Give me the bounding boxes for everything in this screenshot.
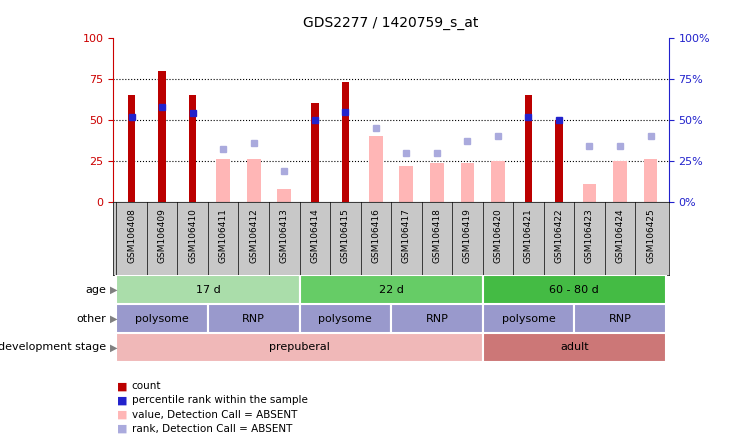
Text: GSM106425: GSM106425 xyxy=(646,208,655,263)
Text: GSM106417: GSM106417 xyxy=(402,208,411,263)
Text: polysome: polysome xyxy=(501,313,556,324)
Text: GSM106414: GSM106414 xyxy=(310,208,319,263)
Bar xyxy=(430,163,444,202)
Text: GSM106415: GSM106415 xyxy=(341,208,350,263)
Bar xyxy=(300,275,482,304)
Text: polysome: polysome xyxy=(135,313,189,324)
Text: value, Detection Call = ABSENT: value, Detection Call = ABSENT xyxy=(132,410,297,420)
Text: 22 d: 22 d xyxy=(379,285,404,295)
Bar xyxy=(341,82,349,202)
Bar xyxy=(116,304,208,333)
Bar xyxy=(556,120,563,202)
Bar xyxy=(159,71,166,202)
Bar xyxy=(369,136,383,202)
Bar xyxy=(613,161,627,202)
Bar xyxy=(482,275,666,304)
Text: polysome: polysome xyxy=(319,313,372,324)
Text: GSM106419: GSM106419 xyxy=(463,208,472,263)
Text: prepuberal: prepuberal xyxy=(269,342,330,353)
Text: GSM106408: GSM106408 xyxy=(127,208,136,263)
Bar xyxy=(300,304,391,333)
Text: GSM106412: GSM106412 xyxy=(249,208,258,263)
Bar xyxy=(208,304,300,333)
Text: RNP: RNP xyxy=(425,313,448,324)
Text: GSM106424: GSM106424 xyxy=(616,208,624,262)
Text: RNP: RNP xyxy=(242,313,265,324)
Bar xyxy=(482,333,666,362)
Bar xyxy=(644,159,657,202)
Text: GSM106421: GSM106421 xyxy=(524,208,533,263)
Text: GSM106411: GSM106411 xyxy=(219,208,227,263)
Text: GSM106416: GSM106416 xyxy=(371,208,380,263)
Text: ■: ■ xyxy=(117,424,127,434)
Text: rank, Detection Call = ABSENT: rank, Detection Call = ABSENT xyxy=(132,424,292,434)
Text: ▶: ▶ xyxy=(110,285,117,295)
Bar xyxy=(277,189,291,202)
Text: percentile rank within the sample: percentile rank within the sample xyxy=(132,396,308,405)
Text: RNP: RNP xyxy=(609,313,632,324)
Bar xyxy=(583,184,596,202)
Bar xyxy=(116,275,300,304)
Bar xyxy=(399,166,413,202)
Text: other: other xyxy=(76,313,106,324)
Text: GSM106423: GSM106423 xyxy=(585,208,594,263)
Bar xyxy=(311,103,319,202)
Text: 17 d: 17 d xyxy=(196,285,220,295)
Bar xyxy=(461,163,474,202)
Text: GSM106413: GSM106413 xyxy=(280,208,289,263)
Text: ■: ■ xyxy=(117,410,127,420)
Text: count: count xyxy=(132,381,161,391)
Text: adult: adult xyxy=(560,342,588,353)
Text: ▶: ▶ xyxy=(110,342,117,353)
Bar xyxy=(116,333,482,362)
Bar xyxy=(247,159,260,202)
Bar xyxy=(216,159,230,202)
Text: age: age xyxy=(85,285,106,295)
Bar xyxy=(189,95,197,202)
Bar xyxy=(525,95,532,202)
Text: ■: ■ xyxy=(117,381,127,391)
Text: development stage: development stage xyxy=(0,342,106,353)
Text: GSM106422: GSM106422 xyxy=(555,208,564,262)
Text: 60 - 80 d: 60 - 80 d xyxy=(550,285,599,295)
Bar xyxy=(482,304,575,333)
Bar xyxy=(128,95,135,202)
Bar xyxy=(575,304,666,333)
Bar xyxy=(491,161,505,202)
Text: GDS2277 / 1420759_s_at: GDS2277 / 1420759_s_at xyxy=(303,16,479,30)
Text: GSM106418: GSM106418 xyxy=(432,208,442,263)
Text: ▶: ▶ xyxy=(110,313,117,324)
Text: GSM106420: GSM106420 xyxy=(493,208,502,263)
Bar xyxy=(391,304,482,333)
Text: ■: ■ xyxy=(117,396,127,405)
Text: GSM106409: GSM106409 xyxy=(158,208,167,263)
Text: GSM106410: GSM106410 xyxy=(188,208,197,263)
